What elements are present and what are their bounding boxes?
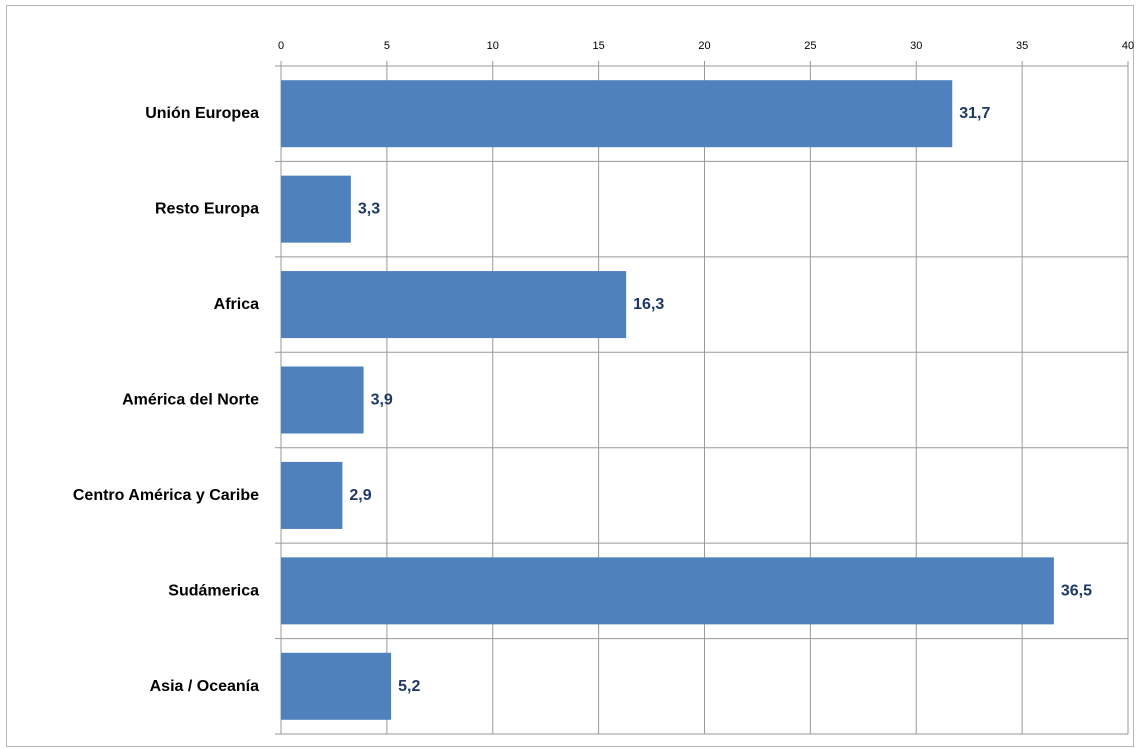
x-tick-label: 5 — [384, 40, 390, 52]
bars-layer — [281, 80, 1054, 720]
category-label: Unión Europea — [145, 105, 259, 122]
bar — [281, 366, 364, 434]
bar — [281, 80, 953, 148]
x-tick-label: 30 — [910, 40, 922, 52]
bar — [281, 652, 392, 720]
data-label: 31,7 — [959, 105, 990, 122]
x-tick-label: 15 — [593, 40, 605, 52]
data-label: 3,9 — [371, 392, 393, 409]
bar — [281, 557, 1054, 625]
category-label: Asia / Oceanía — [150, 678, 259, 695]
data-label: 16,3 — [633, 296, 664, 313]
x-tick-label: 10 — [487, 40, 499, 52]
category-label: Resto Europa — [155, 201, 259, 218]
grid-layer — [275, 61, 1129, 735]
x-tick-label: 40 — [1122, 40, 1134, 52]
x-tick-label: 0 — [278, 40, 284, 52]
x-tick-label: 25 — [804, 40, 816, 52]
bar — [281, 461, 343, 529]
category-label: Africa — [214, 296, 259, 313]
labels-layer: 0 5 10 15 20 25 30 35 40 Unión Europea 31,7 Resto E… — [73, 40, 1134, 695]
bar — [281, 175, 351, 243]
data-label: 2,9 — [349, 487, 371, 504]
data-label: 5,2 — [398, 678, 420, 695]
x-tick-label: 35 — [1016, 40, 1028, 52]
x-tick-label: 20 — [698, 40, 710, 52]
bar — [281, 271, 627, 339]
data-label: 36,5 — [1061, 582, 1092, 599]
category-label: Centro América y Caribe — [73, 487, 259, 504]
data-label: 3,3 — [358, 201, 380, 218]
category-label: Sudámerica — [168, 582, 259, 599]
category-label: América del Norte — [122, 392, 259, 409]
